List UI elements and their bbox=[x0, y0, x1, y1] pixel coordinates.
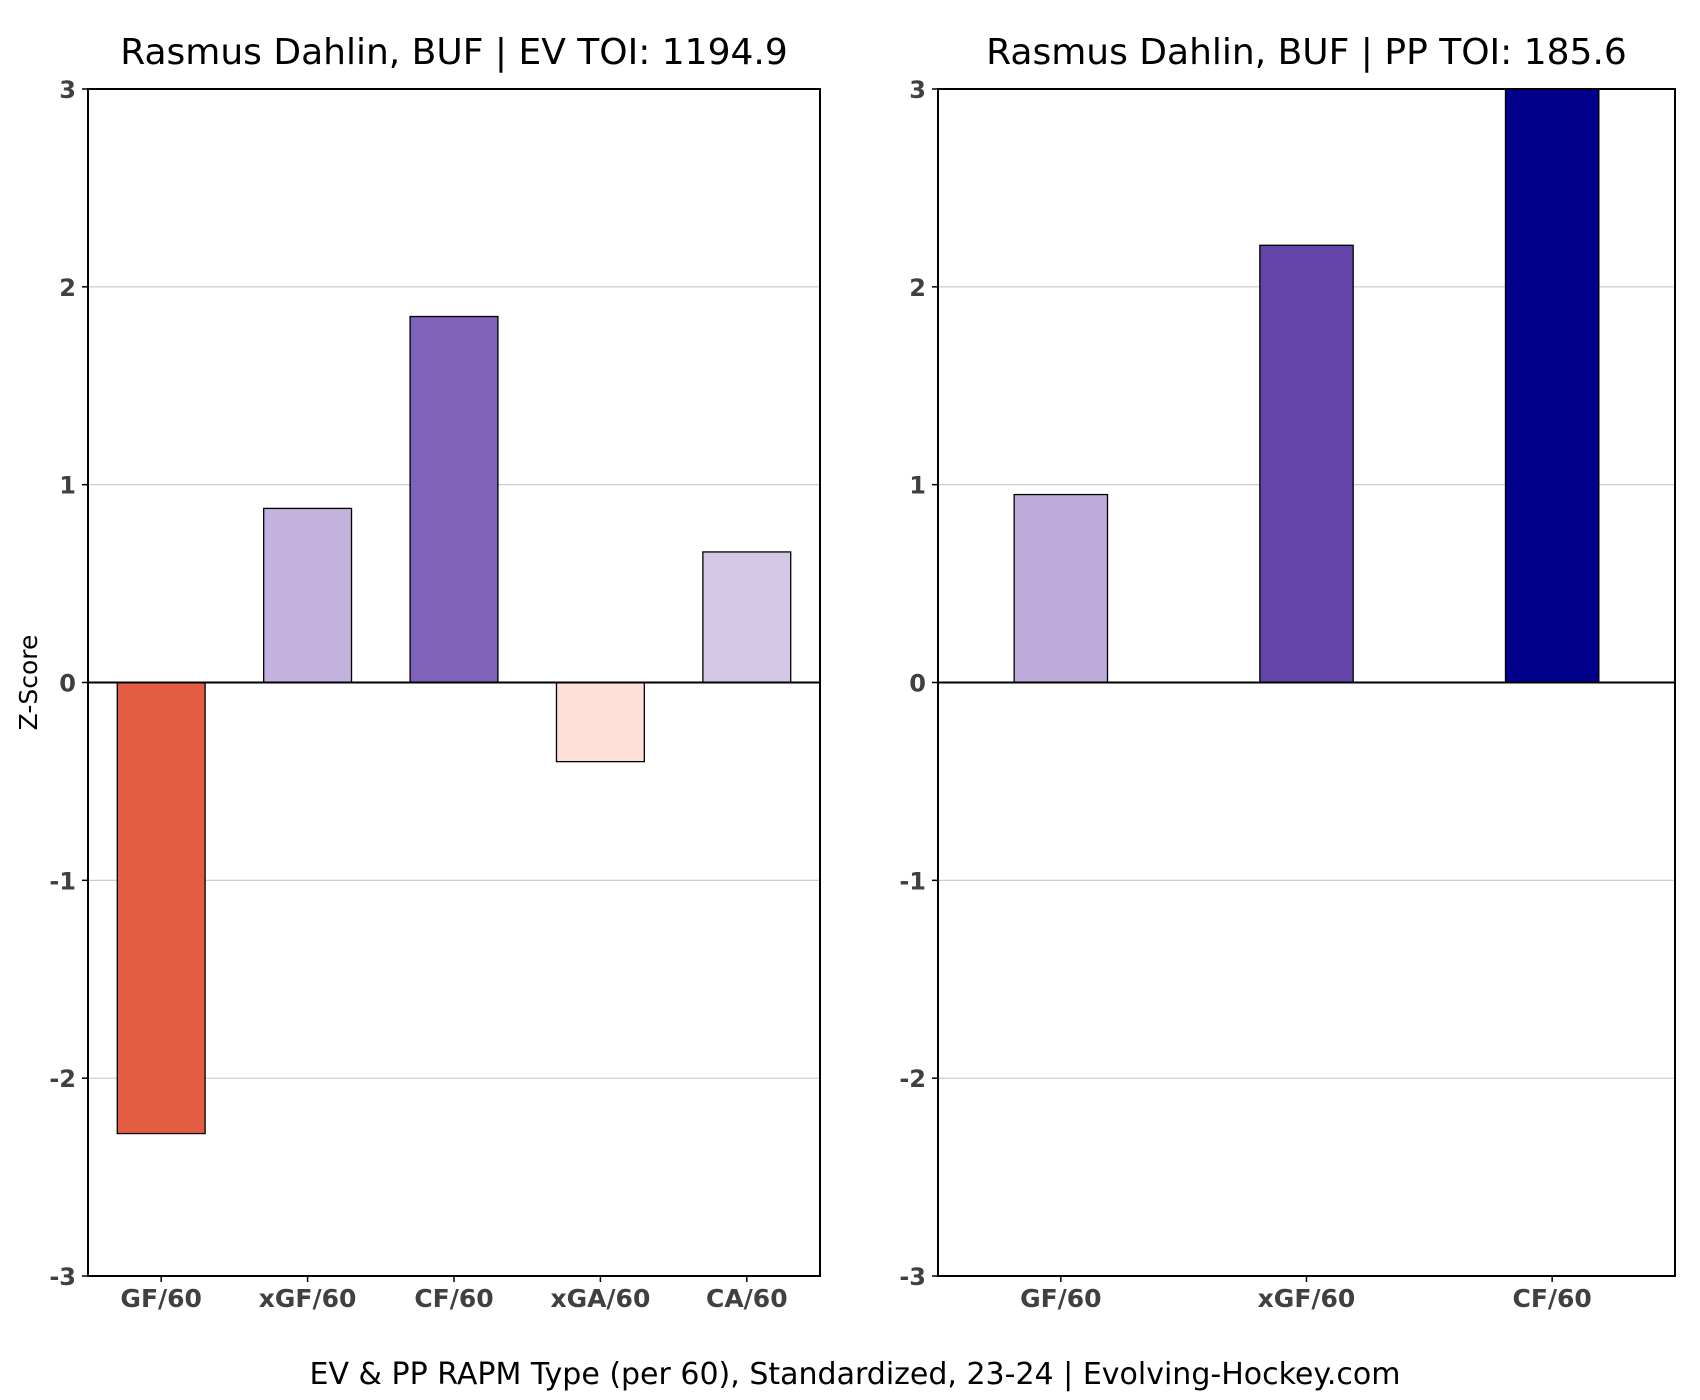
y-tick-label: -1 bbox=[49, 867, 76, 895]
x-tick-label: CA/60 bbox=[706, 1284, 788, 1313]
y-tick-label: -1 bbox=[899, 867, 926, 895]
bar-gf-60 bbox=[1013, 493, 1109, 684]
y-tick-label: 0 bbox=[909, 670, 926, 698]
pp-rapm-panel: Rasmus Dahlin, BUF | PP TOI: 185.6 3 2 1 0 -1… bbox=[899, 32, 1676, 1313]
ev-rapm-panel: Rasmus Dahlin, BUF | EV TOI: 1194.9 3 2 1 0 -… bbox=[14, 32, 821, 1313]
y-tick-label: -2 bbox=[49, 1065, 76, 1093]
plot-frame bbox=[87, 88, 821, 1277]
y-axis-label: Z-Score bbox=[14, 635, 43, 731]
bar-cf-60 bbox=[409, 315, 499, 684]
chart-title: Rasmus Dahlin, BUF | EV TOI: 1194.9 bbox=[120, 32, 788, 73]
x-tick-label: CF/60 bbox=[1512, 1284, 1591, 1313]
y-tick-label: -2 bbox=[899, 1065, 926, 1093]
bar-gf-60 bbox=[116, 681, 206, 1135]
y-tick-label: 3 bbox=[909, 76, 926, 104]
bar-ca-60 bbox=[702, 551, 792, 684]
x-tick-label: CF/60 bbox=[414, 1284, 493, 1313]
x-tick-label: GF/60 bbox=[1020, 1284, 1102, 1313]
x-tick-label: xGF/60 bbox=[1258, 1284, 1356, 1313]
bar-xgf-60 bbox=[1259, 244, 1354, 684]
y-tick-label: 0 bbox=[59, 670, 76, 698]
plot-frame bbox=[937, 88, 1676, 1277]
bar-xga-60 bbox=[555, 681, 645, 763]
chart-title: Rasmus Dahlin, BUF | PP TOI: 185.6 bbox=[986, 32, 1627, 73]
y-tick-label: 2 bbox=[909, 274, 926, 302]
y-tick-label: 1 bbox=[909, 472, 926, 500]
x-tick-label: xGA/60 bbox=[550, 1284, 650, 1313]
bar-xgf-60 bbox=[263, 507, 353, 684]
y-tick-label: -3 bbox=[899, 1263, 926, 1291]
x-tick-label: xGF/60 bbox=[259, 1284, 357, 1313]
chart-caption: EV & PP RAPM Type (per 60), Standardized… bbox=[310, 1357, 1401, 1392]
y-tick-label: -3 bbox=[49, 1263, 76, 1291]
y-tick-label: 2 bbox=[59, 274, 76, 302]
x-tick-label: GF/60 bbox=[120, 1284, 202, 1313]
bar-cf-60 bbox=[1504, 88, 1600, 684]
y-tick-label: 3 bbox=[59, 76, 76, 104]
y-tick-label: 1 bbox=[59, 472, 76, 500]
